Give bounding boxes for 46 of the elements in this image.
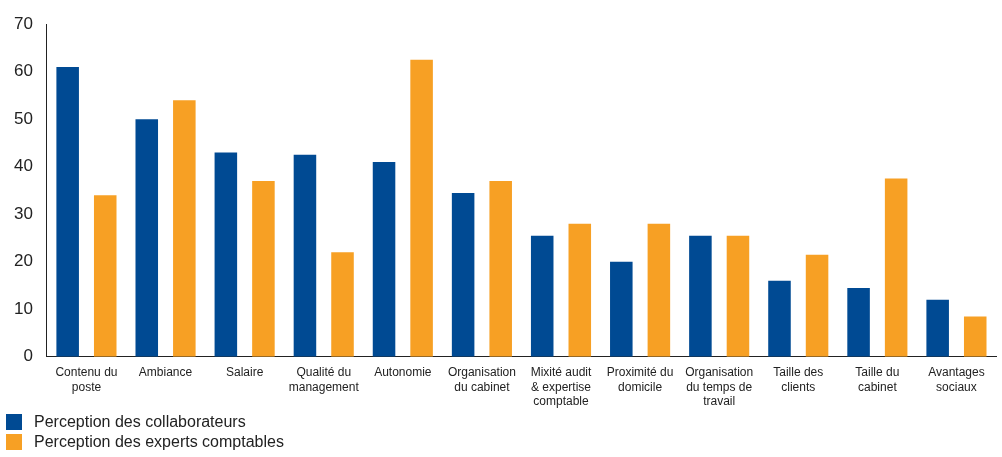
bar	[847, 287, 870, 357]
y-tick-label: 0	[23, 346, 33, 366]
x-tick-label: Organisation du cabinet	[447, 365, 516, 394]
y-tick-label: 10	[13, 298, 33, 318]
bar	[610, 261, 633, 357]
bar	[135, 119, 159, 357]
bar	[647, 223, 671, 357]
bar	[726, 235, 750, 357]
x-tick-label: Organisation du temps de travail	[685, 365, 754, 409]
x-tick-label: Salaire	[225, 365, 264, 380]
x-tick-label: Proximité du domicile	[606, 365, 674, 394]
y-tick-label: 70	[13, 13, 33, 33]
x-tick-label: Qualité du management	[288, 365, 360, 394]
bar	[331, 252, 354, 357]
y-tick-label: 60	[13, 61, 33, 81]
x-tick-label: Ambiance	[138, 365, 193, 380]
y-tick-label: 30	[13, 203, 33, 223]
x-tick-label: Contenu du poste	[55, 365, 118, 394]
y-tick-label: 50	[13, 108, 33, 128]
bar	[372, 161, 396, 357]
bar	[214, 152, 238, 357]
bar	[173, 100, 196, 357]
bar	[489, 181, 512, 357]
bar	[252, 181, 275, 357]
bar	[293, 154, 317, 357]
bar	[93, 195, 117, 357]
x-tick-label: Avantages sociaux	[928, 365, 985, 394]
bar	[768, 280, 791, 357]
x-tick-label: Autonomie	[374, 365, 432, 380]
legend-label: Perception des collaborateurs	[34, 413, 246, 431]
x-tick-label: Mixité audit & expertise comptable	[530, 365, 593, 409]
bar	[805, 254, 829, 357]
bar	[56, 66, 79, 357]
bar	[568, 223, 592, 357]
x-tick-label: Taille du cabinet	[855, 365, 900, 394]
bar	[689, 235, 712, 357]
bar	[410, 59, 433, 357]
y-tick-label: 20	[13, 251, 33, 271]
legend-label: Perception des experts comptables	[34, 433, 284, 451]
y-tick-label: 40	[13, 156, 33, 176]
x-tick-label: Taille des clients	[773, 365, 824, 394]
bar	[926, 299, 949, 357]
bar	[451, 192, 475, 357]
bar	[530, 235, 554, 357]
bar	[884, 178, 908, 357]
bar	[963, 316, 987, 357]
